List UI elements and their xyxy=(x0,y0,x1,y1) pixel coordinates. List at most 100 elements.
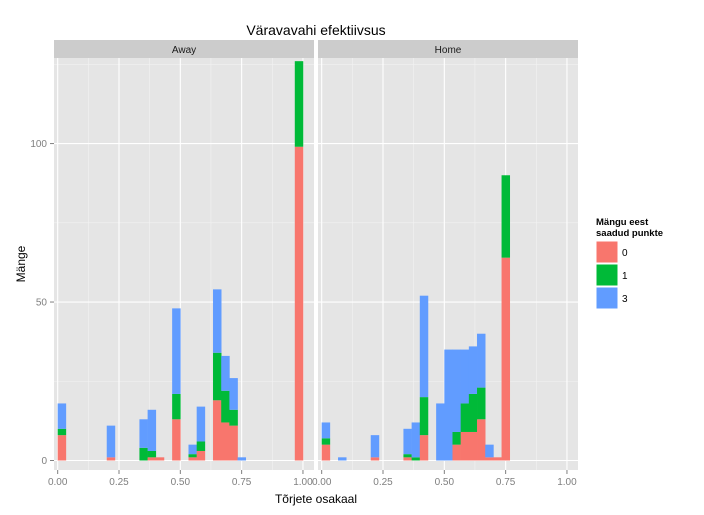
bar-segment-0 xyxy=(468,431,478,461)
bar-segment-1 xyxy=(321,438,331,445)
bar-segment-3 xyxy=(338,457,347,461)
legend-swatch-3 xyxy=(595,286,619,310)
legend-swatch-0 xyxy=(595,240,619,264)
bar-segment-0 xyxy=(321,444,331,461)
bar-segment-3 xyxy=(468,346,478,394)
bar-segment-0 xyxy=(147,457,157,461)
bar-segment-1 xyxy=(419,397,429,436)
bar-segment-1 xyxy=(411,457,421,461)
legend-label-0: 0 xyxy=(622,248,628,259)
bar-segment-0 xyxy=(452,444,461,461)
bar-segment-0 xyxy=(403,457,412,461)
bar-segment-1 xyxy=(213,352,222,401)
bar-segment-3 xyxy=(188,444,197,455)
bar-segment-3 xyxy=(485,444,494,458)
panel-home: Home xyxy=(318,40,578,470)
bar-segment-0 xyxy=(493,457,502,461)
bar-segment-1 xyxy=(501,175,511,258)
bar-segment-0 xyxy=(419,435,429,461)
bar-segment-1 xyxy=(403,454,412,458)
x-tick-label: 1.00 xyxy=(557,477,577,488)
chart-title: Väravavahi efektiivsus xyxy=(246,22,385,38)
bar-segment-3 xyxy=(419,295,429,398)
strip-away xyxy=(54,40,314,58)
bar-segment-3 xyxy=(460,349,470,404)
legend-label-1: 1 xyxy=(622,271,628,282)
bar-segment-1 xyxy=(139,447,148,461)
bar-segment-3 xyxy=(213,289,222,353)
bar-segment-0 xyxy=(460,431,470,461)
x-tick-label: 0.50 xyxy=(171,477,191,488)
bar-segment-0 xyxy=(477,419,486,461)
bar-segment-3 xyxy=(139,419,148,448)
y-tick-label: 50 xyxy=(36,298,48,309)
bar-segment-0 xyxy=(370,457,380,461)
bar-segment-3 xyxy=(436,403,445,461)
bar-segment-1 xyxy=(57,428,67,436)
panel-background-away xyxy=(54,58,314,470)
x-tick-label: 0.75 xyxy=(496,477,516,488)
bar-segment-3 xyxy=(444,349,453,461)
bar-segment-1 xyxy=(468,393,478,432)
bar-segment-1 xyxy=(477,387,486,420)
x-tick-label: 0.00 xyxy=(48,477,68,488)
panel-away: Away xyxy=(54,40,314,470)
strip-label-away: Away xyxy=(172,45,196,56)
bar-segment-0 xyxy=(106,457,116,461)
bar-segment-3 xyxy=(452,349,461,432)
bar-segment-3 xyxy=(370,435,380,458)
legend-title-line-1: Mängu eest xyxy=(596,217,649,228)
bar-segment-0 xyxy=(188,457,197,461)
y-tick-label: 100 xyxy=(30,139,47,150)
bar-segment-0 xyxy=(155,457,165,461)
bar-segment-1 xyxy=(147,450,157,458)
x-tick-label: 0.50 xyxy=(435,477,455,488)
bar-segment-0 xyxy=(221,422,230,461)
bar-segment-3 xyxy=(403,428,412,455)
bar-segment-3 xyxy=(221,355,230,391)
bar-segment-0 xyxy=(172,419,181,461)
x-axis-home: 0.00 0.25 0.50 0.75 1.00 xyxy=(312,470,577,488)
bar-segment-3 xyxy=(321,422,331,439)
x-tick-label: 0.25 xyxy=(109,477,129,488)
legend: Mängu eest saadud punkte 0 1 3 xyxy=(595,217,663,310)
legend-label-3: 3 xyxy=(622,294,628,305)
strip-home xyxy=(318,40,578,58)
bar-segment-1 xyxy=(294,61,304,147)
bar-segment-3 xyxy=(106,425,116,458)
bar-segment-0 xyxy=(196,450,206,461)
bar-segment-1 xyxy=(188,454,197,458)
bar-segment-3 xyxy=(196,406,206,442)
x-axis-title: Tõrjete osakaal xyxy=(275,492,357,506)
y-axis-title: Mänge xyxy=(14,245,28,282)
bars-away xyxy=(57,61,304,461)
y-axis: 0 50 100 xyxy=(30,139,54,467)
bar-segment-3 xyxy=(411,422,421,458)
bar-segment-0 xyxy=(57,435,67,461)
bar-segment-1 xyxy=(172,393,181,420)
bar-segment-0 xyxy=(294,146,304,461)
bar-segment-1 xyxy=(229,409,238,426)
bar-segment-1 xyxy=(460,403,470,432)
bar-segment-3 xyxy=(477,333,486,388)
bar-segment-3 xyxy=(229,378,238,410)
y-tick-label: 0 xyxy=(41,456,47,467)
legend-title-line-2: saadud punkte xyxy=(596,228,663,239)
x-tick-label: 0.75 xyxy=(232,477,252,488)
bar-segment-1 xyxy=(196,441,206,451)
x-tick-label: 0.00 xyxy=(312,477,332,488)
legend-swatch-1 xyxy=(595,263,619,287)
bar-segment-0 xyxy=(213,400,222,461)
x-tick-label: 1.00 xyxy=(293,477,313,488)
bar-segment-3 xyxy=(172,308,181,394)
bar-segment-1 xyxy=(452,431,461,445)
bar-segment-3 xyxy=(147,409,157,451)
bar-segment-0 xyxy=(501,257,511,461)
bar-segment-3 xyxy=(57,403,67,429)
bar-segment-3 xyxy=(237,457,247,461)
strip-label-home: Home xyxy=(435,45,462,56)
x-tick-label: 0.25 xyxy=(373,477,393,488)
bar-segment-1 xyxy=(221,390,230,423)
bar-segment-0 xyxy=(229,425,238,461)
